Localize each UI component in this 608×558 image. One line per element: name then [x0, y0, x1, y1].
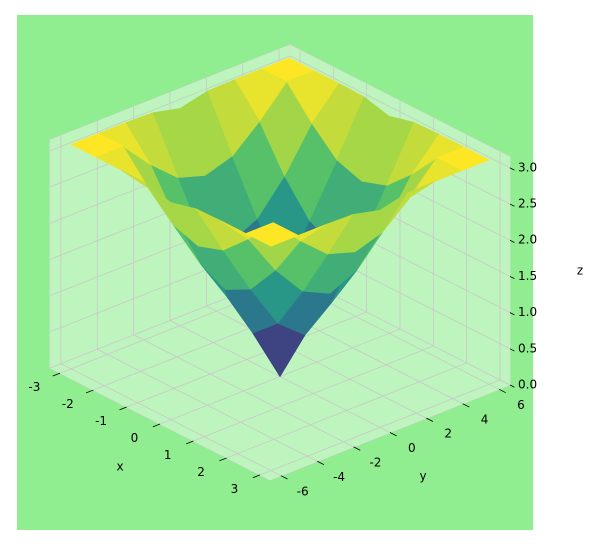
z-tick-label: 1.0: [518, 305, 537, 319]
z-axis-label: z: [577, 264, 583, 278]
grid-line: [133, 334, 354, 448]
surface-patch: [245, 222, 299, 247]
grid-line: [60, 363, 282, 477]
x-tick-label: -1: [95, 414, 107, 428]
tick-mark: [185, 440, 194, 445]
grid-line: [97, 348, 318, 462]
tick-mark: [462, 403, 470, 408]
tick-mark: [353, 446, 361, 451]
tick-mark: [85, 389, 94, 394]
x-tick-label: 0: [131, 431, 139, 445]
x-tick-label: -3: [28, 380, 40, 394]
grid-line: [289, 55, 511, 169]
z-tick-label: 2.5: [518, 197, 537, 211]
tick-mark: [509, 276, 515, 280]
grid-line: [206, 305, 427, 419]
y-tick-label: -4: [333, 470, 345, 484]
tick-mark: [498, 388, 506, 394]
x-tick-label: -2: [62, 397, 74, 411]
x-tick-label: 1: [164, 448, 172, 462]
tick-mark: [426, 417, 434, 422]
tick-mark: [252, 474, 261, 479]
tick-mark: [509, 312, 515, 316]
tick-mark: [509, 239, 515, 243]
tick-mark: [509, 348, 515, 352]
z-tick-label: 3.0: [518, 160, 537, 174]
y-tick-label: 6: [517, 398, 525, 412]
grid-line: [49, 55, 291, 152]
z-tick-label: 0.5: [518, 341, 537, 355]
z-tick-label: 1.5: [518, 269, 537, 283]
z-tick-label: 2.0: [518, 233, 537, 247]
y-tick-label: 4: [481, 412, 489, 426]
y-tick-label: 2: [444, 427, 452, 441]
tick-mark: [389, 432, 397, 437]
x-tick-label: 3: [231, 482, 239, 496]
y-tick-label: -6: [297, 484, 309, 498]
x-tick-label: 2: [197, 465, 205, 479]
tick-mark: [509, 384, 515, 388]
tick-mark: [317, 460, 325, 466]
tick-mark: [219, 457, 227, 462]
tick-mark: [509, 203, 515, 207]
y-axis-label: y: [419, 469, 426, 483]
tick-mark: [119, 406, 127, 411]
z-tick-label: 0.0: [518, 378, 537, 392]
y-tick-label: -2: [369, 455, 381, 469]
x-axis-label: x: [116, 460, 123, 474]
tick-mark: [152, 423, 161, 428]
tick-mark: [280, 475, 288, 480]
y-tick-label: 0: [408, 441, 416, 455]
tick-mark: [509, 167, 515, 171]
tick-mark: [52, 372, 61, 377]
